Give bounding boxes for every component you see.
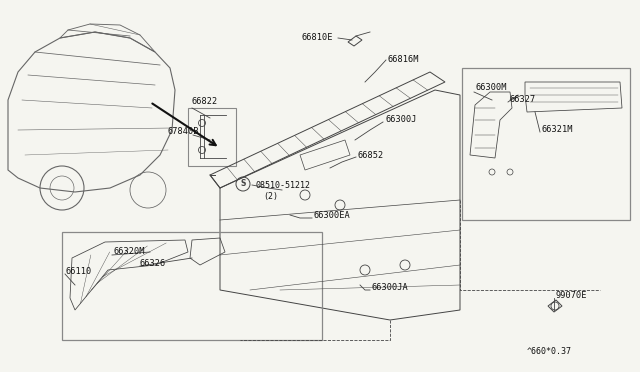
Text: 66320M: 66320M [113, 247, 145, 257]
Text: 66852: 66852 [358, 151, 384, 160]
Bar [462, 68, 630, 220]
Text: 66300EA: 66300EA [313, 212, 349, 221]
Text: 66300M: 66300M [476, 83, 508, 93]
Text: 66327: 66327 [510, 96, 536, 105]
Text: 66300J: 66300J [385, 115, 417, 125]
Text: ^660*0.37: ^660*0.37 [527, 347, 572, 356]
Text: 66110: 66110 [66, 266, 92, 276]
Text: 66816M: 66816M [388, 55, 419, 64]
Text: 67840B: 67840B [168, 126, 200, 135]
Text: 08510-51212: 08510-51212 [255, 180, 310, 189]
Text: (2): (2) [263, 192, 278, 202]
Text: 66321M: 66321M [542, 125, 573, 135]
Text: 66326: 66326 [140, 259, 166, 267]
Text: 66810E: 66810E [301, 33, 333, 42]
Text: 66822: 66822 [192, 97, 218, 106]
Text: S: S [240, 180, 246, 189]
Bar [188, 108, 236, 166]
Text: 99070E: 99070E [556, 292, 588, 301]
Text: 66300JA: 66300JA [371, 283, 408, 292]
Bar [62, 232, 322, 340]
